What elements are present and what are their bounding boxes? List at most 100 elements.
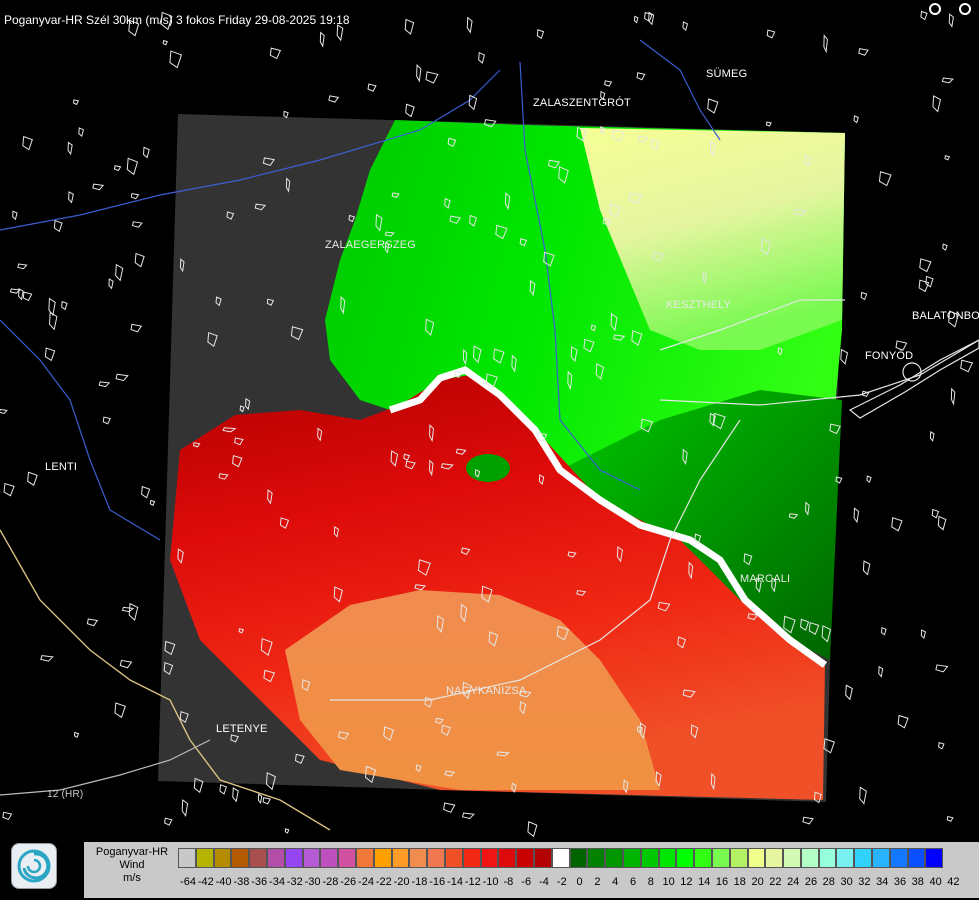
legend-swatches [178, 848, 944, 868]
settlement-outline [519, 238, 528, 247]
settlement-outline [483, 119, 497, 128]
legend-swatch [676, 848, 695, 868]
settlement-outline [652, 251, 664, 262]
settlement-outline [462, 348, 468, 366]
settlement-outline [823, 738, 835, 754]
settlement-outline [823, 34, 828, 54]
settlement-outline [829, 423, 841, 435]
legend-tick: 24 [787, 876, 800, 888]
settlement-outline [897, 714, 909, 729]
city-label-nagykanizsa: NAGYKANIZSA [446, 685, 527, 697]
settlement-outline [710, 772, 716, 791]
settlement-outline [53, 219, 63, 233]
settlement-outline [239, 405, 245, 413]
legend-swatch [818, 848, 837, 868]
settlement-outline [712, 412, 726, 430]
legend-swatch [854, 848, 873, 868]
settlement-outline [2, 811, 13, 821]
legend-tick: -14 [447, 876, 463, 888]
settlement-outline [48, 311, 58, 331]
legend-swatch [569, 848, 588, 868]
city-label-fonyod: FONYÓD [865, 350, 914, 362]
settlement-outline [3, 482, 15, 497]
settlement-outline [424, 696, 433, 708]
settlement-outline [149, 499, 156, 506]
settlement-outline [441, 724, 451, 737]
settlement-outline [328, 95, 340, 103]
settlement-outline [609, 203, 621, 218]
settings-circle-icon[interactable] [959, 3, 971, 15]
settlement-outline [583, 338, 595, 353]
settlement-outline [384, 241, 390, 254]
settlement-outline [942, 243, 948, 251]
legend-station: Poganyvar-HR [95, 846, 169, 858]
settlement-outline [86, 618, 99, 627]
settlement-outline [436, 614, 445, 634]
settlement-outline [853, 115, 859, 124]
zero-velocity-line [388, 366, 828, 668]
legend-swatch [178, 848, 196, 868]
settlement-outline [602, 218, 612, 226]
city-label-letenye: LETENYE [216, 723, 268, 735]
settlement-outline [232, 787, 239, 803]
settlement-outline [688, 561, 694, 580]
settlement-outline [931, 508, 940, 519]
road [0, 739, 211, 796]
settlement-outline [633, 15, 639, 24]
settlement-outline [340, 295, 346, 315]
settlement-outline [488, 631, 499, 647]
settlement-outline [690, 724, 699, 739]
settlement-outline [142, 146, 150, 159]
settlement-outline [269, 47, 282, 60]
road [330, 419, 741, 701]
settlement-outline [444, 770, 456, 777]
legend-swatch [694, 848, 712, 868]
settlement-outline [920, 10, 928, 21]
settlement-outline [0, 408, 8, 414]
settlement-outline [576, 126, 587, 142]
settlement-outline [628, 192, 643, 204]
settlement-outline [613, 334, 626, 341]
settlement-outline [536, 29, 545, 40]
settlement-outline [707, 98, 719, 114]
settlement-outline [556, 625, 570, 641]
road [659, 299, 845, 351]
settlement-outline [375, 213, 383, 232]
settlement-outline [319, 31, 325, 48]
settlement-outline [164, 817, 173, 826]
settlement-outline [590, 324, 597, 332]
legend-swatch [872, 848, 890, 868]
legend-unit: m/s [123, 872, 141, 884]
settlement-outline [128, 19, 140, 37]
settlement-outline [543, 251, 555, 267]
legend-tick: -64 [180, 876, 196, 888]
settlement-outline [948, 310, 959, 328]
settlement-outline [365, 765, 377, 784]
legend-swatch [444, 848, 463, 868]
logo-swirl-icon [11, 843, 57, 889]
legend-swatch [516, 848, 534, 868]
settlement-outline [804, 155, 812, 167]
legend-swatch [213, 848, 232, 868]
legend-swatch [551, 848, 570, 868]
legend-tick: 34 [876, 876, 889, 888]
settlement-outline [290, 326, 304, 341]
settlement-outline [920, 629, 927, 640]
city-label-keszthely: KESZTHELY [666, 299, 732, 311]
settlement-outline [391, 192, 400, 198]
settlement-outline [130, 192, 140, 200]
settlement-outline [61, 300, 68, 311]
legend-tick: -32 [286, 876, 303, 888]
legend-ticks: -64 -42 -40 -38 -36 -34 -32 -30 -28 -26 -24 -22 -20-… [178, 876, 979, 890]
settlement-outline [262, 157, 275, 167]
settlement-outline [878, 665, 884, 678]
settlement-outline [657, 601, 671, 612]
city-label-sumeg: SÜMEG [706, 68, 748, 80]
legend-swatch [498, 848, 517, 868]
settlement-outline [126, 157, 139, 176]
settlement-outline [384, 231, 395, 237]
settlement-outline [861, 390, 870, 398]
settlement-outline [840, 348, 849, 365]
legend-tick: 2 [594, 876, 601, 888]
zoom-circle-icon[interactable] [928, 3, 941, 15]
